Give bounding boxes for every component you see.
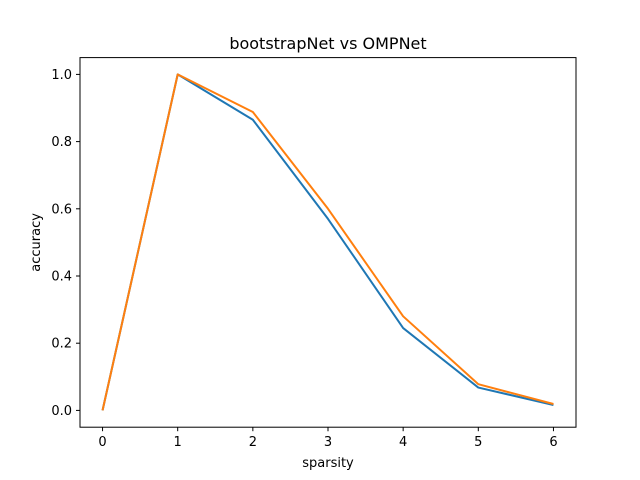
- series-1-line: [101, 73, 554, 411]
- series-lines: [101, 73, 554, 411]
- x-tick-label: 4: [399, 435, 407, 450]
- x-tick-label: 6: [549, 435, 557, 450]
- y-axis-ticks: 0.0 0.2 0.4 0.6 0.8 1.0: [51, 68, 80, 419]
- y-tick-label: 1.0: [51, 68, 72, 83]
- series-2-line: [101, 73, 554, 411]
- y-tick-label: 0.6: [51, 202, 72, 217]
- y-tick-label: 0.2: [51, 337, 72, 352]
- y-tick-label: 0.4: [51, 270, 72, 285]
- x-tick-label: 1: [174, 435, 182, 450]
- x-tick-label: 2: [249, 435, 257, 450]
- plot-area-frame: [79, 57, 577, 428]
- x-tick-label: 5: [474, 435, 482, 450]
- chart-title: bootstrapNet vs OMPNet: [229, 34, 426, 53]
- y-tick-label: 0.0: [51, 404, 72, 419]
- x-axis-ticks: 0 1 2 3 4 5 6: [98, 427, 558, 450]
- y-tick-label: 0.8: [51, 135, 72, 150]
- x-tick-label: 0: [98, 435, 106, 450]
- x-axis-label: sparsity: [302, 456, 354, 471]
- x-tick-label: 3: [324, 435, 332, 450]
- y-axis-label: accuracy: [29, 213, 44, 272]
